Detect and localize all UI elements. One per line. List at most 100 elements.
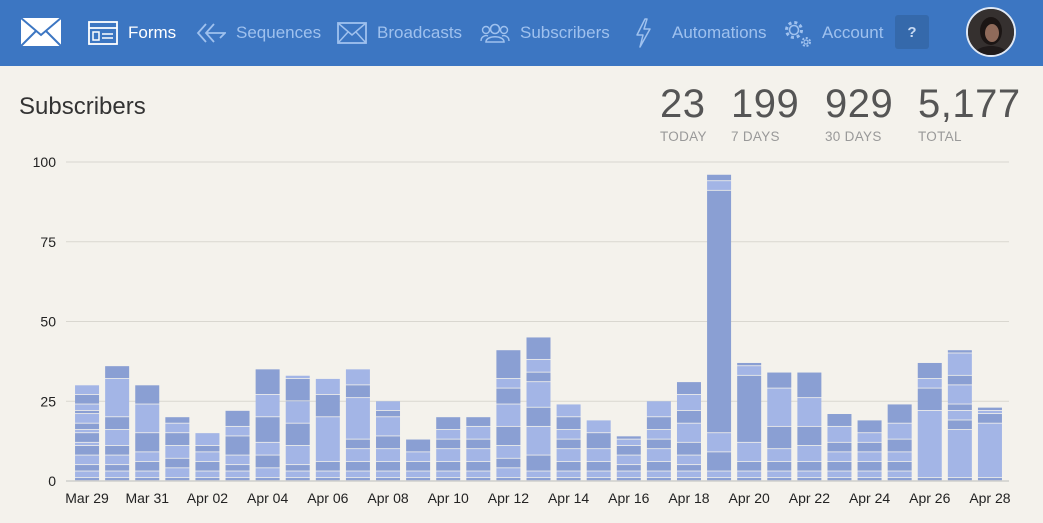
- bar-segment: [646, 471, 671, 478]
- users-icon: [480, 21, 510, 45]
- bar-segment: [165, 423, 190, 433]
- bar-segment: [917, 378, 942, 388]
- bar-segment: [827, 426, 852, 442]
- bar-segment: [376, 477, 401, 481]
- bar-segment: [887, 477, 912, 481]
- avatar[interactable]: [966, 7, 1016, 57]
- bar-segment: [315, 417, 340, 462]
- bar-segment: [75, 471, 100, 478]
- bar-segment: [526, 337, 551, 359]
- stat-label: 7 DAYS: [731, 129, 780, 144]
- bar-segment: [857, 477, 882, 481]
- bar-segment: [526, 426, 551, 455]
- nav-item-account[interactable]: Account: [782, 0, 883, 66]
- y-tick-label: 100: [33, 154, 57, 170]
- bar-segment: [556, 439, 581, 449]
- bar-segment: [707, 452, 732, 471]
- sequences-icon: [196, 20, 226, 46]
- nav-item-label: Forms: [128, 23, 177, 42]
- stat-30-days: 929 30 DAYS: [825, 82, 893, 144]
- bar-segment: [767, 426, 792, 449]
- help-button[interactable]: ?: [895, 15, 929, 49]
- bar-segment: [857, 461, 882, 471]
- envelope-icon[interactable]: [20, 17, 62, 52]
- bar-segment: [646, 477, 671, 481]
- bar-segment: [75, 477, 100, 481]
- nav-item-sequences[interactable]: Sequences: [196, 0, 321, 66]
- bar-segment: [586, 461, 611, 471]
- bar-segment: [526, 455, 551, 471]
- bar-segment: [797, 398, 822, 426]
- bar-segment: [646, 401, 671, 417]
- bar-segment: [646, 461, 671, 471]
- nav-item-automations[interactable]: Automations: [634, 0, 767, 66]
- bar-segment: [376, 436, 401, 449]
- bar-segment: [135, 452, 160, 462]
- bar-segment: [225, 436, 250, 455]
- bar-segment: [345, 449, 370, 462]
- bar-segment: [676, 423, 701, 442]
- nav-item-subscribers[interactable]: Subscribers: [480, 0, 610, 66]
- bar-segment: [707, 174, 732, 181]
- bar-segment: [737, 477, 762, 481]
- bar-segment: [75, 465, 100, 471]
- nav-item-label: Sequences: [236, 23, 322, 42]
- bar-segment: [255, 455, 280, 468]
- bar-segment: [105, 366, 130, 379]
- bar-segment: [466, 471, 491, 478]
- bar-segment: [165, 417, 190, 423]
- bar-segment: [436, 439, 461, 449]
- bar-segment: [195, 433, 220, 446]
- bar-segment: [285, 465, 310, 471]
- bar-segment: [676, 477, 701, 481]
- bar-segment: [376, 410, 401, 417]
- bar-segment: [285, 423, 310, 446]
- bar-segment: [707, 471, 732, 478]
- form-icon: [88, 20, 118, 46]
- bar-segment: [255, 417, 280, 442]
- bar-segment: [135, 471, 160, 478]
- bar-segment: [315, 461, 340, 471]
- bar-segment: [345, 471, 370, 478]
- bar-segment: [75, 455, 100, 465]
- x-tick-label: Apr 14: [548, 490, 589, 506]
- gear-icon: [782, 18, 812, 48]
- x-tick-label: Apr 28: [969, 490, 1010, 506]
- bar-segment: [646, 417, 671, 430]
- bar-segment: [436, 449, 461, 462]
- bar-segment: [947, 477, 972, 481]
- bar-segment: [857, 442, 882, 452]
- bar-segment: [315, 471, 340, 478]
- bar-segment: [315, 378, 340, 395]
- bar-segment: [345, 477, 370, 481]
- bar-segment: [135, 433, 160, 452]
- bar-segment: [556, 417, 581, 430]
- bar-segment: [556, 449, 581, 462]
- bar-segment: [376, 449, 401, 462]
- bar-segment: [225, 455, 250, 465]
- bar-segment: [526, 372, 551, 382]
- bar-segment: [285, 445, 310, 465]
- bar-segment: [195, 461, 220, 471]
- x-tick-label: Apr 26: [909, 490, 950, 506]
- bar-segment: [977, 414, 1002, 423]
- nav-item-broadcasts[interactable]: Broadcasts: [337, 0, 462, 66]
- bar-segment: [195, 477, 220, 481]
- x-tick-label: Mar 29: [65, 490, 109, 506]
- bar-segment: [797, 477, 822, 481]
- bar-segment: [887, 461, 912, 471]
- bar-segment: [737, 375, 762, 442]
- bar-segment: [737, 366, 762, 375]
- nav-item-label: Automations: [672, 23, 767, 42]
- bar-segment: [526, 477, 551, 481]
- x-tick-label: Apr 04: [247, 490, 288, 506]
- bar-segment: [255, 394, 280, 417]
- bar-segment: [616, 477, 641, 481]
- nav-item-forms[interactable]: Forms: [88, 0, 176, 66]
- bar-segment: [947, 429, 972, 478]
- stat-label: TOTAL: [918, 129, 962, 144]
- bar-segment: [225, 471, 250, 478]
- bar-segment: [917, 362, 942, 379]
- stat-value: 23: [660, 82, 706, 126]
- subscribers-bar-chart: 0 25 50 75 100 Mar 29 Mar 31 Apr 02 Apr 04 Apr 06…: [33, 154, 1011, 506]
